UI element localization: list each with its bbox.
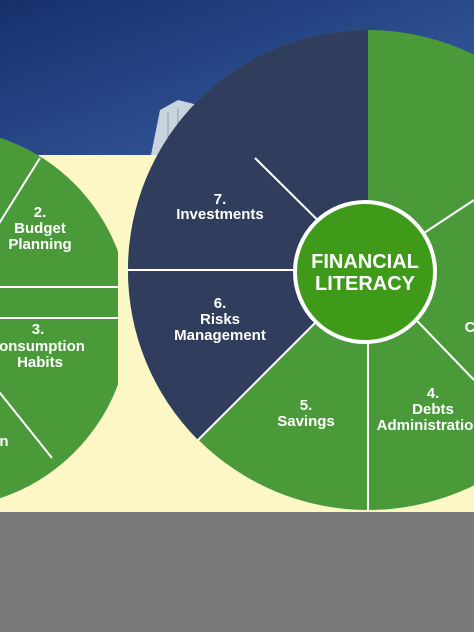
segment-partial-right: C [465, 319, 474, 336]
segment-4-label1: Debts [412, 401, 454, 418]
center-line1: FINANCIAL [311, 251, 419, 273]
segment-3-label1: onsumption [0, 338, 85, 355]
segment-2-label1: Budget [14, 220, 66, 237]
center-line2: LITERACY [315, 273, 416, 295]
segment-6-number: 6. [214, 295, 227, 312]
left-wheel [0, 137, 130, 499]
segment-7-number: 7. [214, 191, 227, 208]
segment-6-label1: Risks [200, 311, 240, 328]
segment-3-label2: Habits [17, 354, 63, 371]
segment-4-label2: Administratio [377, 417, 474, 434]
segment-6-label2: Management [174, 327, 266, 344]
segment-2-label2: Planning [8, 236, 71, 253]
segment-2-number: 2. [34, 204, 47, 221]
segment-5-number: 5. [300, 397, 313, 414]
segment-5-label: Savings [277, 413, 335, 430]
gray-footer-notch [0, 526, 144, 546]
segment-3-number: 3. [32, 321, 45, 338]
segment-4-number: 4. [427, 385, 440, 402]
center-circle [293, 200, 437, 344]
segment-7-label: Investments [176, 206, 264, 223]
segment-partial-left: n [0, 433, 9, 450]
